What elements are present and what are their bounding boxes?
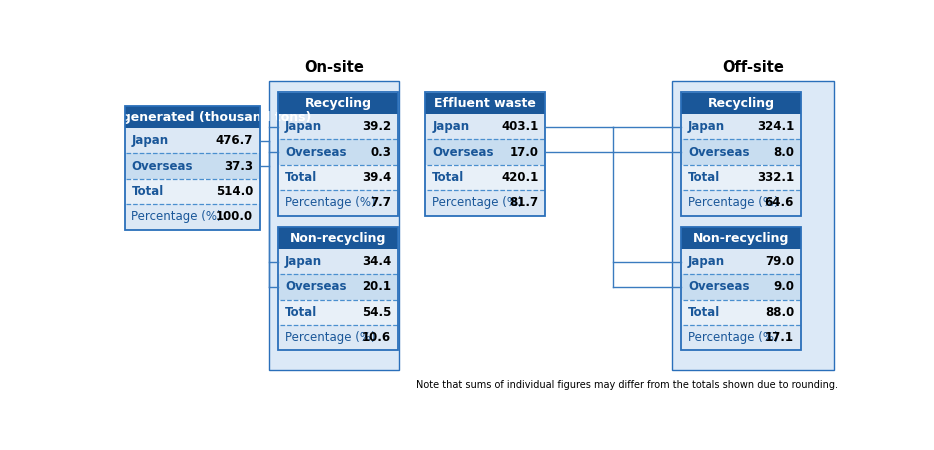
Text: 17.1: 17.1 <box>765 331 794 344</box>
Text: Note that sums of individual figures may differ from the totals shown due to rou: Note that sums of individual figures may… <box>416 380 838 390</box>
Text: Japan: Japan <box>688 255 725 268</box>
Text: 54.5: 54.5 <box>361 306 391 319</box>
Bar <box>681 165 801 190</box>
Bar <box>425 190 545 216</box>
Text: On-site: On-site <box>304 60 363 75</box>
Bar <box>124 179 261 204</box>
Text: Off-site: Off-site <box>722 60 784 75</box>
Bar <box>124 106 261 230</box>
Text: 17.0: 17.0 <box>509 146 538 159</box>
Text: 0.3: 0.3 <box>370 146 391 159</box>
Text: Non-recycling: Non-recycling <box>290 232 386 244</box>
Text: Overseas: Overseas <box>688 280 749 293</box>
Bar <box>278 300 398 325</box>
Text: Total: Total <box>132 185 163 198</box>
Bar <box>681 227 801 249</box>
Bar <box>681 227 801 351</box>
Text: 10.6: 10.6 <box>362 331 391 344</box>
Text: 9.0: 9.0 <box>773 280 794 293</box>
Text: 79.0: 79.0 <box>765 255 794 268</box>
Text: 20.1: 20.1 <box>362 280 391 293</box>
Bar <box>681 140 801 165</box>
Text: Recycling: Recycling <box>304 97 372 110</box>
Text: Percentage (%): Percentage (%) <box>285 197 375 210</box>
Bar <box>681 249 801 274</box>
Text: Total: Total <box>285 306 318 319</box>
Text: 39.4: 39.4 <box>361 171 391 184</box>
Text: Total: Total <box>688 171 720 184</box>
Text: Japan: Japan <box>432 120 469 133</box>
Bar <box>425 165 545 190</box>
Text: 476.7: 476.7 <box>216 134 253 147</box>
Bar <box>278 227 398 351</box>
Text: 34.4: 34.4 <box>361 255 391 268</box>
Text: Effluent waste: Effluent waste <box>434 97 536 110</box>
Bar <box>425 140 545 165</box>
Text: Percentage (%): Percentage (%) <box>432 197 523 210</box>
Text: 403.1: 403.1 <box>502 120 538 133</box>
Text: Japan: Japan <box>688 120 725 133</box>
Bar <box>425 93 545 216</box>
Text: 332.1: 332.1 <box>757 171 794 184</box>
Bar <box>681 325 801 351</box>
Text: Percentage (%): Percentage (%) <box>285 331 375 344</box>
Text: 39.2: 39.2 <box>362 120 391 133</box>
Text: 81.7: 81.7 <box>509 197 538 210</box>
Bar <box>278 93 398 216</box>
Bar <box>681 300 801 325</box>
Bar <box>681 274 801 300</box>
Text: Japan: Japan <box>132 134 169 147</box>
Bar <box>672 81 834 370</box>
Text: Percentage (%): Percentage (%) <box>132 210 222 223</box>
Text: Japan: Japan <box>285 255 322 268</box>
Text: Overseas: Overseas <box>132 160 193 172</box>
Text: Non-recycling: Non-recycling <box>693 232 789 244</box>
Bar <box>681 190 801 216</box>
Text: 64.6: 64.6 <box>765 197 794 210</box>
Text: Overseas: Overseas <box>688 146 749 159</box>
Bar <box>681 114 801 140</box>
Text: Waste generated (thousand tons): Waste generated (thousand tons) <box>74 111 311 124</box>
Text: 100.0: 100.0 <box>216 210 253 223</box>
Text: Total: Total <box>432 171 464 184</box>
Bar <box>425 114 545 140</box>
Text: Japan: Japan <box>285 120 322 133</box>
Bar <box>278 274 398 300</box>
Bar <box>278 190 398 216</box>
Text: 8.0: 8.0 <box>773 146 794 159</box>
Bar <box>124 128 261 153</box>
Bar <box>278 227 398 249</box>
Bar <box>124 106 261 128</box>
Bar <box>269 81 399 370</box>
Text: Total: Total <box>285 171 318 184</box>
Text: 514.0: 514.0 <box>216 185 253 198</box>
Bar <box>124 153 261 179</box>
Bar <box>681 93 801 216</box>
Bar <box>124 204 261 230</box>
Bar <box>278 114 398 140</box>
Bar <box>278 93 398 114</box>
Text: Overseas: Overseas <box>432 146 494 159</box>
Text: Percentage (%): Percentage (%) <box>688 197 779 210</box>
Text: 324.1: 324.1 <box>757 120 794 133</box>
Bar <box>278 249 398 274</box>
Text: Overseas: Overseas <box>285 280 347 293</box>
Text: 7.7: 7.7 <box>370 197 391 210</box>
Bar <box>425 93 545 114</box>
Text: Total: Total <box>688 306 720 319</box>
Text: 37.3: 37.3 <box>224 160 253 172</box>
Bar <box>278 325 398 351</box>
Bar <box>278 140 398 165</box>
Text: 420.1: 420.1 <box>502 171 538 184</box>
Text: 88.0: 88.0 <box>765 306 794 319</box>
Text: Overseas: Overseas <box>285 146 347 159</box>
Bar <box>681 93 801 114</box>
Text: Percentage (%): Percentage (%) <box>688 331 779 344</box>
Bar <box>278 165 398 190</box>
Text: Recycling: Recycling <box>708 97 774 110</box>
